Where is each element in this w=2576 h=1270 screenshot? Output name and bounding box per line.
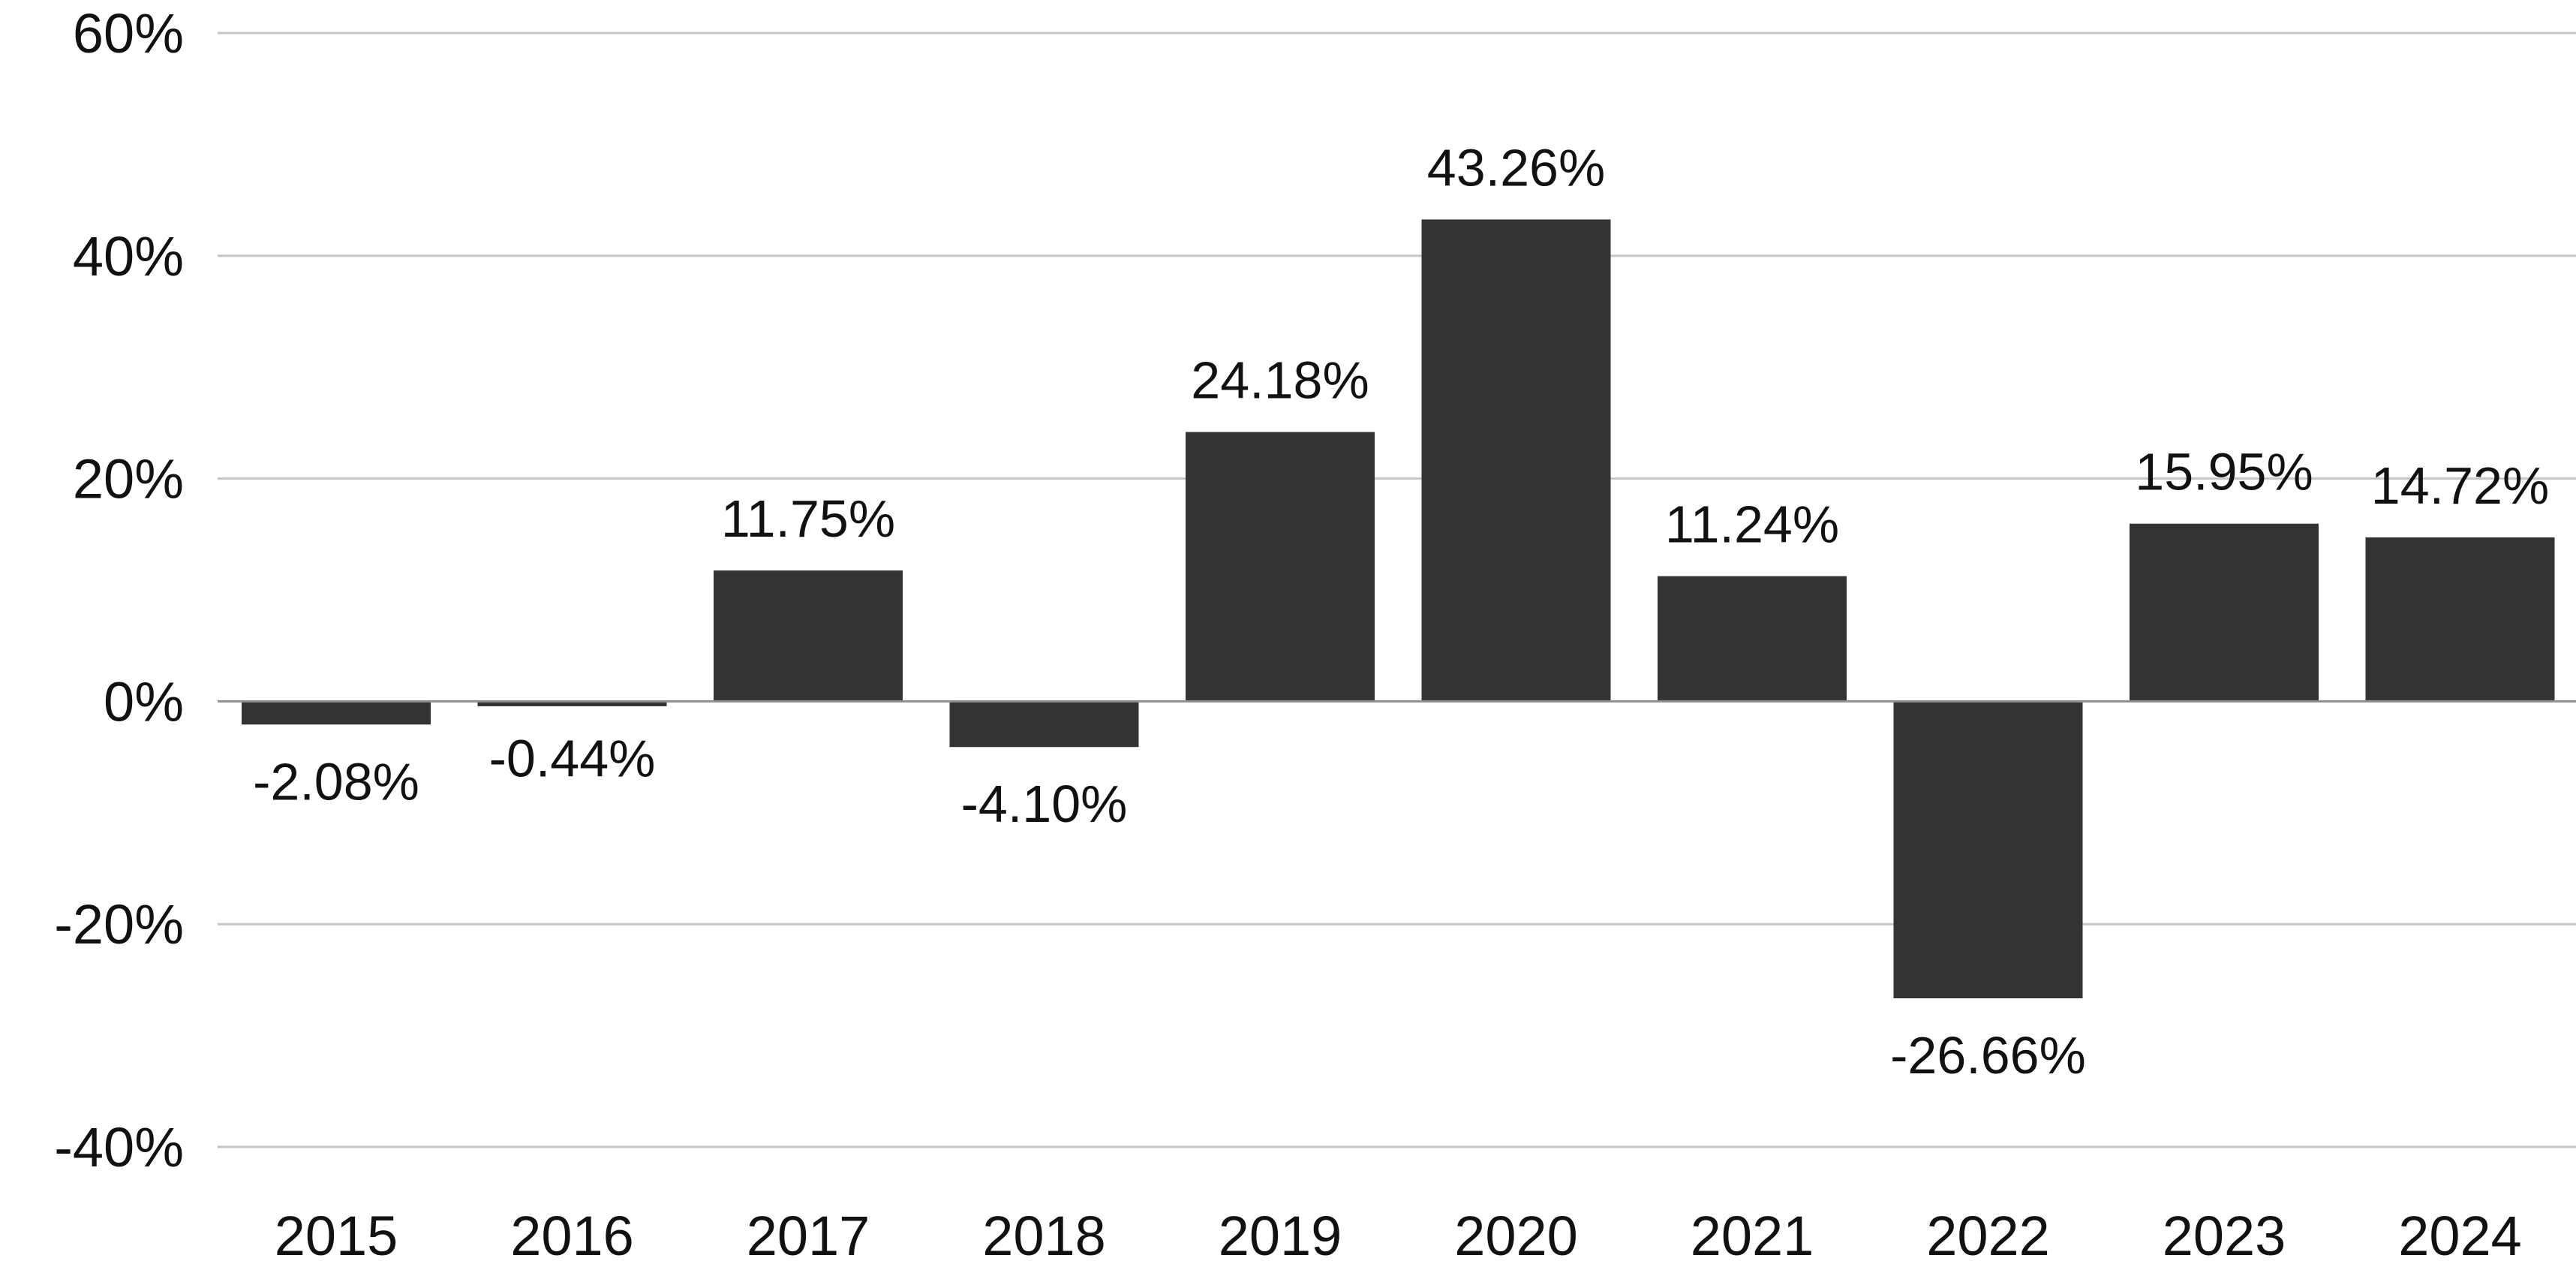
bar <box>714 570 903 702</box>
x-tick-label: 2016 <box>510 1205 634 1267</box>
data-label: 11.75% <box>721 489 895 548</box>
x-tick-label: 2023 <box>2163 1205 2286 1267</box>
x-tick-label: 2020 <box>1454 1205 1578 1267</box>
bar <box>949 701 1139 748</box>
x-tick-label: 2019 <box>1219 1205 1342 1267</box>
x-tick-label: 2018 <box>982 1205 1106 1267</box>
data-label: -4.10% <box>961 775 1128 833</box>
bar <box>242 701 431 725</box>
bar <box>1893 701 2083 999</box>
x-tick-label: 2015 <box>275 1205 398 1267</box>
data-label: -2.08% <box>253 752 419 811</box>
data-label: 24.18% <box>1191 351 1369 410</box>
bar <box>1186 432 1375 702</box>
y-tick-label: -20% <box>54 893 184 956</box>
y-tick-label: 60% <box>73 2 184 65</box>
data-label: 14.72% <box>2371 456 2549 515</box>
bar <box>1658 576 1847 702</box>
y-tick-label: 0% <box>104 670 184 733</box>
data-label: 15.95% <box>2135 443 2313 501</box>
x-tick-label: 2022 <box>1926 1205 2050 1267</box>
y-axis-ticks: 60% 40% 20% 0% -20% -40% <box>54 2 184 1178</box>
x-axis-ticks: 2015 2016 2017 2018 2019 2020 2021 2022 2023 2024 <box>275 1205 2522 1267</box>
x-tick-label: 2024 <box>2398 1205 2522 1267</box>
bar <box>477 701 667 706</box>
bar <box>2365 537 2555 702</box>
bars <box>242 219 2555 999</box>
gridlines <box>218 32 2576 1148</box>
bar <box>2130 523 2319 702</box>
y-tick-label: 20% <box>73 448 184 510</box>
x-tick-label: 2021 <box>1691 1205 1814 1267</box>
data-label: -26.66% <box>1890 1026 2086 1085</box>
y-tick-label: 40% <box>73 225 184 287</box>
data-labels: -2.08% -0.44% 11.75% -4.10% 24.18% 43.26% 11.2… <box>253 138 2549 1085</box>
data-label: 43.26% <box>1427 138 1605 197</box>
data-label: -0.44% <box>489 729 656 787</box>
data-label: 11.24% <box>1665 495 1839 554</box>
y-tick-label: -40% <box>54 1116 184 1178</box>
bar <box>1421 219 1611 702</box>
x-tick-label: 2017 <box>747 1205 870 1267</box>
